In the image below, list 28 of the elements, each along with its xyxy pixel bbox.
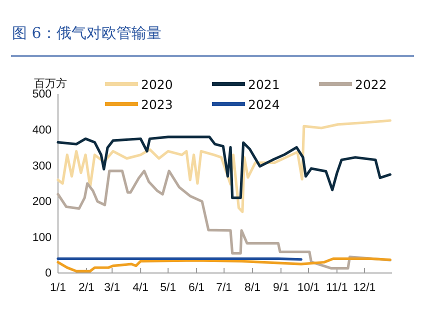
line-series <box>56 170 392 270</box>
x-tick-label: 11/1 <box>326 282 348 294</box>
legend-label: 2023 <box>141 97 173 112</box>
y-tick-label: 300 <box>32 160 52 172</box>
chart-title: 图 6：俄气对欧管输量 <box>12 24 162 42</box>
x-tick-label: 8/1 <box>244 282 261 294</box>
x-tick-label: 7/1 <box>216 282 232 294</box>
x-tick-label: 6/1 <box>188 282 205 294</box>
x-tick-label: 5/1 <box>160 282 176 294</box>
x-tick-label: 2/1 <box>78 282 94 294</box>
x-tick-label: 3/1 <box>104 282 120 294</box>
x-tick-label: 12/1 <box>353 282 376 294</box>
x-tick-label: 1/1 <box>50 282 66 294</box>
y-tick-label: 200 <box>32 196 52 208</box>
y-tick-label: 500 <box>32 88 52 101</box>
line-series <box>56 136 392 200</box>
x-tick-label: 9/1 <box>272 282 289 294</box>
legend-label: 2021 <box>248 77 280 92</box>
y-tick-label: 400 <box>32 124 52 136</box>
y-tick-label: 0 <box>45 268 52 280</box>
legend-label: 2022 <box>355 77 387 92</box>
legend-label: 2024 <box>248 97 280 112</box>
line-series <box>56 119 392 214</box>
x-tick-label: 4/1 <box>132 282 149 294</box>
y-tick-label: 100 <box>32 232 52 244</box>
legend-label: 2020 <box>141 77 173 92</box>
x-tick-label: 10/1 <box>297 282 320 294</box>
y-axis-title: 百万方 <box>34 77 67 90</box>
